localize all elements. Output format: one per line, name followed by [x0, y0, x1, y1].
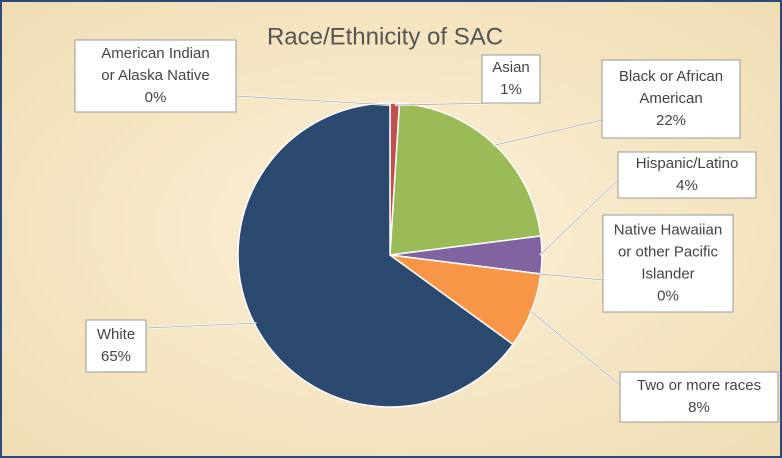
- chart-title: Race/Ethnicity of SAC: [267, 23, 503, 50]
- category-label: Two or more races: [637, 377, 761, 394]
- label-box: [601, 59, 741, 139]
- pie-slice: [389, 102, 542, 256]
- category-label: White: [97, 326, 135, 343]
- category-label: Native Hawaiian or other Pacific Islander: [614, 221, 722, 282]
- leader-line: [538, 273, 604, 281]
- category-label: Black or African American: [619, 68, 723, 107]
- category-label: American Indian or Alaska Native: [101, 45, 209, 84]
- label-box: [617, 151, 757, 199]
- leader-line: [539, 179, 619, 256]
- leader-line: [529, 309, 621, 386]
- category-label: Asian: [492, 59, 530, 76]
- label-box: [74, 39, 237, 113]
- value-label: 22%: [656, 112, 686, 129]
- value-label: 8%: [688, 399, 710, 416]
- value-label: 65%: [101, 348, 131, 365]
- label-box: [85, 319, 147, 373]
- label-box: [619, 371, 779, 423]
- category-label: Hispanic/Latino: [636, 155, 739, 172]
- value-label: 1%: [500, 81, 522, 98]
- leader-line: [235, 95, 391, 106]
- label-box: [602, 214, 734, 313]
- value-label: 4%: [676, 177, 698, 194]
- slices: [237, 102, 543, 408]
- leader-line: [145, 322, 257, 329]
- labels: American Indian or Alaska Native 0% Asian 1%…: [74, 39, 779, 423]
- label-box: [481, 54, 541, 104]
- leader-line: [492, 119, 603, 147]
- value-label: 0%: [657, 287, 679, 304]
- value-label: 0%: [145, 89, 167, 106]
